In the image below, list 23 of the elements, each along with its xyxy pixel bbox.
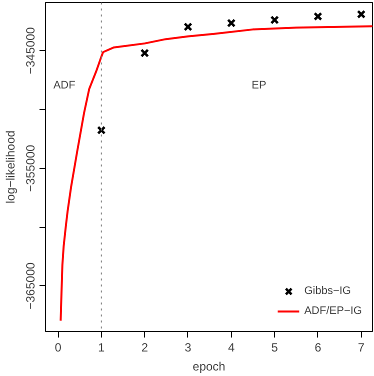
x-tick-label: 4: [228, 340, 235, 354]
x-axis-title: epoch: [192, 360, 226, 374]
x-tick-label: 7: [358, 340, 365, 354]
point: [356, 10, 366, 19]
annotation: EP: [252, 80, 266, 92]
x-tick-label: 3: [184, 340, 192, 354]
x-tick-label: 0: [54, 340, 62, 354]
point: [226, 18, 236, 28]
legend-label: Gibbs−IG: [304, 285, 351, 297]
point: [140, 48, 150, 58]
y-tick-label: −365000: [24, 262, 38, 310]
point: [313, 12, 322, 21]
point: [270, 15, 280, 24]
x-tick-label: 6: [314, 340, 322, 354]
legend-label: ADF/EP−IG: [304, 305, 362, 317]
y-tick-label: −345000: [24, 26, 38, 74]
point: [184, 22, 192, 32]
x-tick-label: 5: [271, 340, 278, 354]
x-tick-label: 1: [98, 340, 106, 354]
y-axis-title: log−likelihood: [4, 130, 18, 204]
x-tick-label: 2: [141, 340, 148, 354]
annotation: ADF: [53, 80, 76, 92]
y-tick-label: −355000: [24, 144, 38, 192]
